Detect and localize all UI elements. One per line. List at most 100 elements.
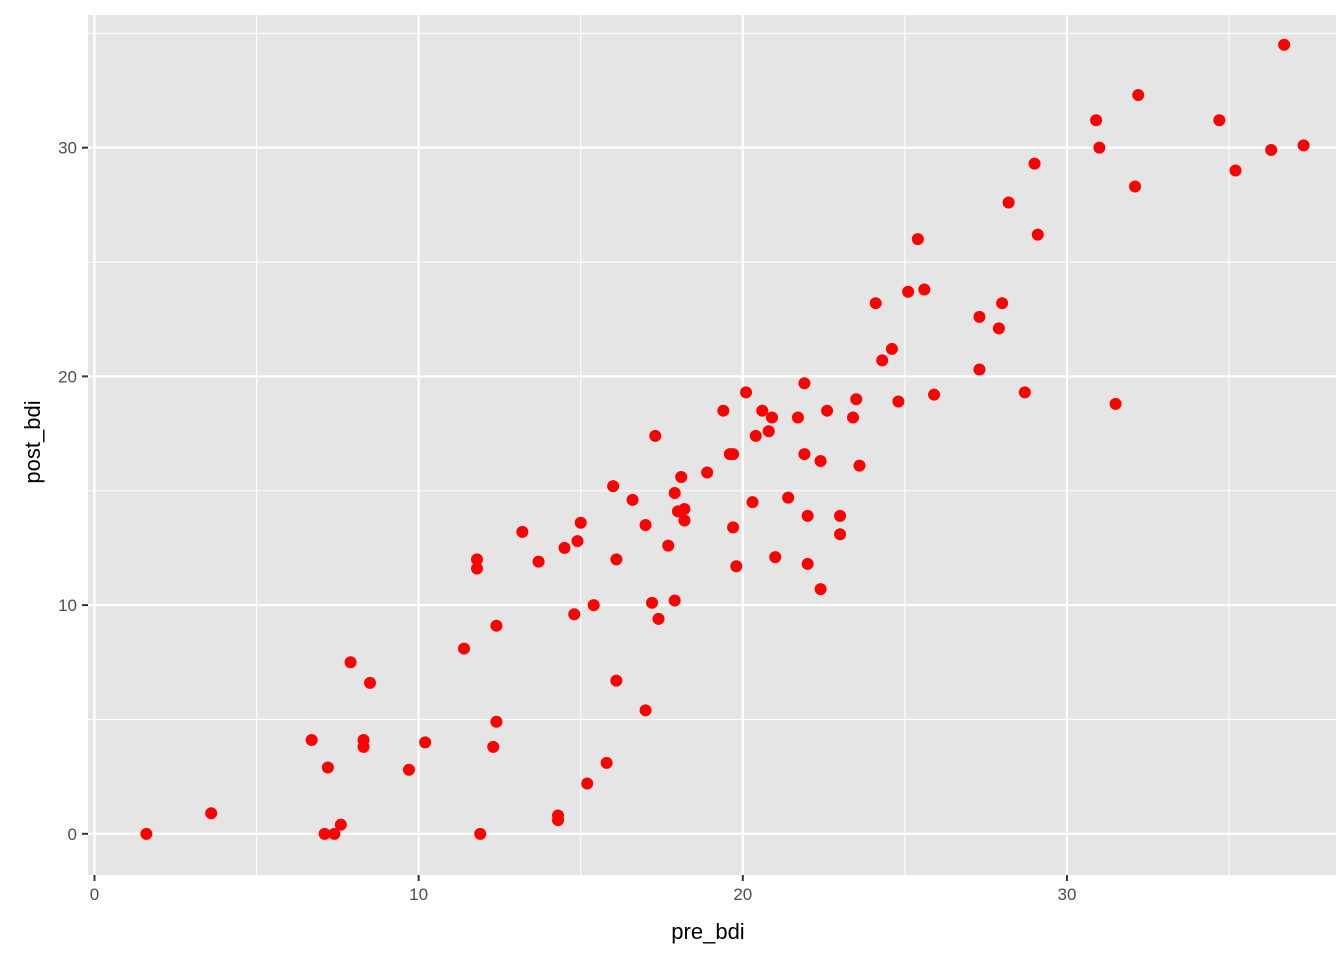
data-point-45	[678, 503, 691, 516]
x-tick-label-0: 0	[90, 885, 99, 904]
data-point-82	[973, 310, 986, 323]
data-point-10	[364, 676, 377, 689]
data-point-24	[558, 541, 571, 554]
data-point-85	[996, 297, 1009, 310]
data-point-79	[911, 233, 924, 246]
data-point-50	[727, 448, 740, 461]
data-point-36	[639, 519, 652, 532]
data-point-97	[1265, 143, 1278, 156]
data-point-32	[610, 553, 623, 566]
x-axis-title: pre_bdi	[671, 919, 744, 944]
data-point-35	[639, 704, 652, 717]
data-point-96	[1229, 164, 1242, 177]
data-point-28	[581, 777, 594, 790]
y-tick-label-1: 10	[58, 596, 77, 615]
data-point-80	[918, 283, 931, 296]
data-point-13	[458, 642, 471, 655]
data-point-15	[470, 553, 483, 566]
data-point-57	[762, 425, 775, 438]
data-point-76	[885, 342, 898, 355]
data-point-72	[850, 393, 863, 406]
minor-gridlines	[88, 15, 1336, 875]
data-point-0	[140, 827, 153, 840]
data-point-77	[892, 395, 905, 408]
data-point-30	[600, 756, 613, 769]
data-point-27	[574, 516, 587, 529]
data-point-70	[834, 528, 847, 541]
data-point-31	[607, 480, 620, 493]
data-point-99	[1297, 139, 1310, 152]
data-point-88	[1028, 157, 1041, 170]
data-point-25	[568, 608, 581, 621]
y-axis-title: post_bdi	[20, 400, 45, 483]
data-point-6	[334, 818, 347, 831]
data-point-63	[798, 448, 811, 461]
data-point-7	[344, 656, 357, 669]
data-point-14	[470, 562, 483, 575]
axis-ticks	[82, 146, 1068, 881]
data-point-93	[1129, 180, 1142, 193]
x-tick-label-2: 20	[733, 885, 752, 904]
data-point-59	[769, 551, 782, 564]
data-point-53	[740, 386, 753, 399]
data-point-66	[814, 455, 827, 468]
tick-labels: 0 10 20 30 0 10 20 30	[58, 139, 1076, 904]
data-point-44	[675, 471, 688, 484]
data-point-52	[730, 560, 743, 573]
data-point-16	[474, 827, 487, 840]
data-point-19	[490, 715, 503, 728]
data-point-11	[402, 763, 415, 776]
data-point-1	[205, 807, 218, 820]
data-point-95	[1213, 114, 1226, 127]
data-point-65	[801, 557, 814, 570]
x-tick-label-1: 10	[409, 885, 428, 904]
data-point-78	[902, 285, 915, 298]
data-point-37	[646, 596, 659, 609]
data-point-3	[318, 827, 331, 840]
data-point-21	[532, 555, 545, 568]
data-point-40	[662, 539, 675, 552]
data-point-94	[1132, 89, 1145, 102]
data-point-69	[834, 509, 847, 522]
data-point-87	[1018, 386, 1031, 399]
data-point-73	[853, 459, 866, 472]
data-point-58	[765, 411, 778, 424]
data-point-62	[798, 377, 811, 390]
major-gridlines	[88, 15, 1336, 875]
data-point-38	[649, 429, 662, 442]
data-point-29	[587, 599, 600, 612]
y-tick-label-3: 30	[58, 139, 77, 158]
y-tick-label-0: 0	[68, 825, 77, 844]
plot-panel	[88, 15, 1336, 875]
data-point-17	[487, 740, 500, 753]
y-tick-label-2: 20	[58, 367, 77, 386]
data-point-47	[701, 466, 714, 479]
data-point-84	[992, 322, 1005, 335]
data-point-51	[727, 521, 740, 534]
data-point-67	[814, 583, 827, 596]
data-point-42	[668, 594, 681, 607]
data-point-60	[782, 491, 795, 504]
data-point-2	[305, 734, 318, 747]
data-points	[140, 38, 1310, 840]
data-point-86	[1002, 196, 1015, 209]
data-point-4	[321, 761, 334, 774]
data-point-55	[749, 429, 762, 442]
data-point-9	[357, 740, 370, 753]
data-point-98	[1278, 38, 1291, 51]
data-point-12	[419, 736, 432, 749]
data-point-41	[668, 487, 681, 500]
data-point-83	[973, 363, 986, 376]
data-point-23	[552, 809, 565, 822]
data-point-18	[490, 619, 503, 632]
data-point-39	[652, 612, 665, 625]
data-point-34	[626, 493, 639, 506]
data-point-26	[571, 535, 584, 548]
data-point-46	[678, 514, 691, 527]
data-point-33	[610, 674, 623, 687]
data-point-92	[1109, 397, 1122, 410]
data-point-89	[1031, 228, 1044, 241]
data-point-91	[1093, 141, 1106, 154]
data-point-81	[928, 388, 941, 401]
data-point-75	[876, 354, 889, 367]
